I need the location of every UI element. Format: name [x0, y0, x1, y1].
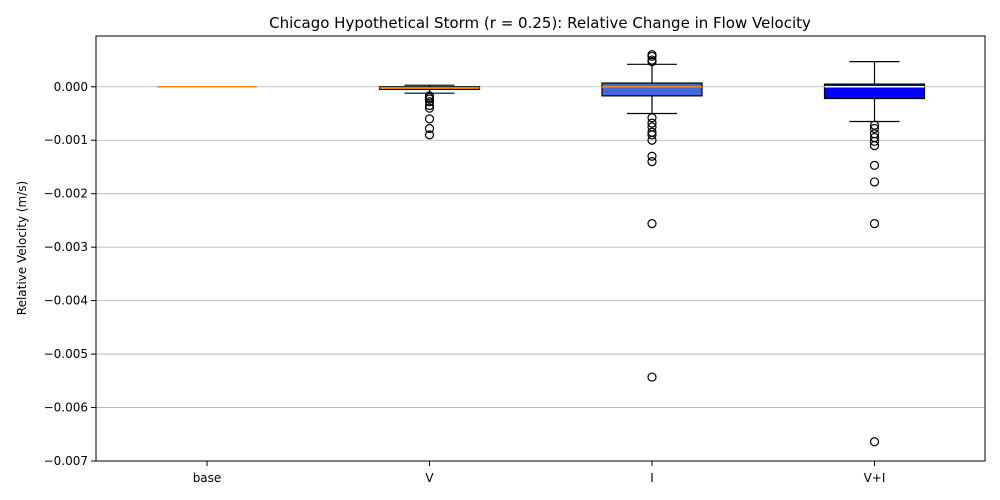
y-axis-label: Relative Velocity (m/s) [15, 181, 29, 315]
y-axis: 0.000 −0.001 −0.002 −0.003 −0.004 −0.005 −0.00… [44, 80, 96, 468]
flier-point [647, 151, 657, 161]
flier-point [869, 136, 880, 146]
x-tick-label: V+I [864, 471, 886, 485]
flier-point [647, 57, 657, 67]
flier-point [647, 135, 657, 145]
flier-point [647, 118, 657, 128]
flier-point [647, 113, 657, 123]
box-group-v [378, 84, 481, 140]
flier-point [647, 157, 657, 167]
flier-point [647, 219, 657, 229]
flier-point [424, 114, 435, 124]
flier-point [424, 100, 435, 111]
y-tick-label: −0.003 [44, 240, 88, 254]
x-tick-label: V [425, 471, 434, 485]
flier-point [424, 103, 435, 113]
flier-point [424, 97, 435, 107]
plot-frame [95, 35, 986, 462]
flier-point [869, 219, 880, 229]
flier-point [869, 177, 880, 187]
y-tick-label: −0.005 [44, 347, 88, 361]
box-group-i [601, 50, 703, 382]
y-tick-label: −0.004 [44, 294, 88, 308]
y-tick-label: 0.000 [54, 80, 88, 94]
x-tick-label: base [193, 471, 222, 485]
x-tick-label: I [650, 471, 654, 485]
box [823, 83, 926, 100]
flier-point [869, 140, 880, 151]
flier-point [424, 123, 435, 134]
flier-point [869, 437, 880, 447]
flier-point [424, 130, 435, 140]
y-tick-label: −0.006 [44, 401, 88, 415]
flier-point [424, 94, 435, 104]
y-tick-label: −0.007 [44, 454, 88, 468]
flier-point [869, 123, 880, 134]
flier-point [647, 372, 657, 382]
y-tick-label: −0.001 [44, 133, 88, 147]
flier-point [647, 51, 657, 61]
flier-point [869, 160, 880, 170]
chart-title: Chicago Hypothetical Storm (r = 0.25): R… [269, 14, 811, 32]
grid-layer [96, 86, 985, 462]
x-axis: base V I V+I [193, 461, 886, 485]
box [601, 82, 703, 97]
box-group-v-i [823, 61, 926, 447]
boxes-layer [157, 50, 926, 447]
flier-point [647, 130, 657, 140]
y-tick-label: −0.002 [44, 187, 88, 201]
